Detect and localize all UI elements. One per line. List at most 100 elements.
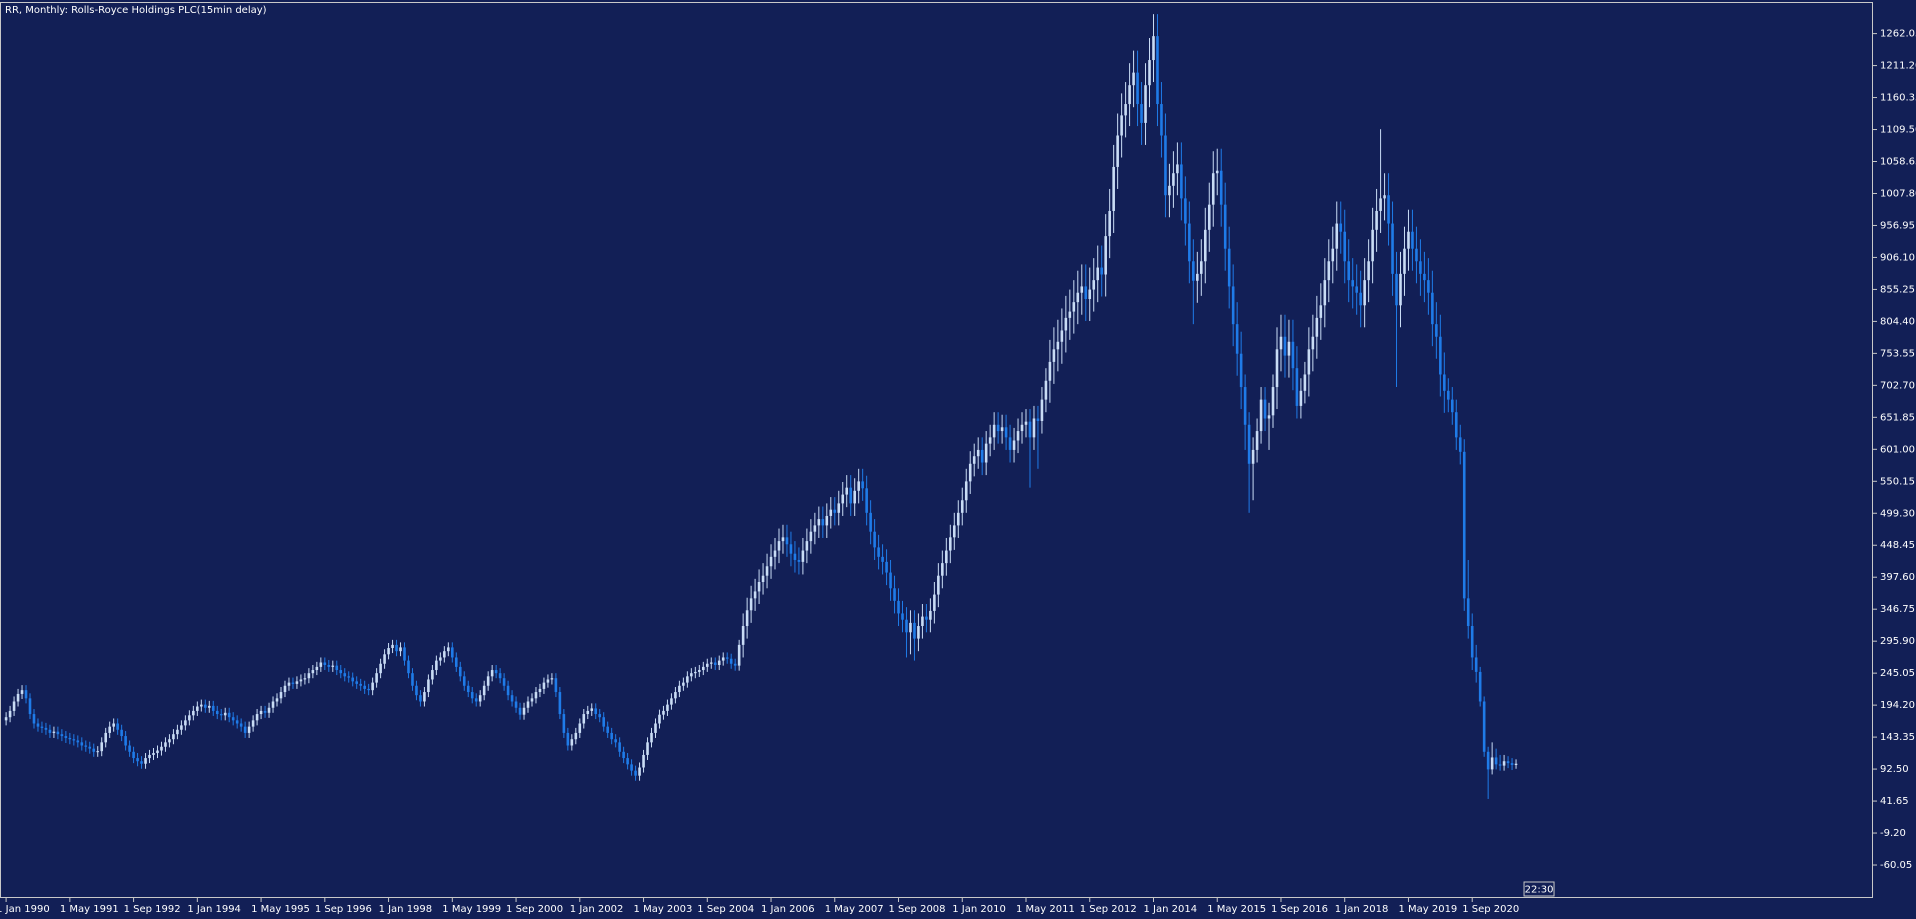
- x-tick-label: 1 Jan 1990: [0, 904, 50, 915]
- candle-body: [1080, 286, 1084, 293]
- candle-body: [650, 732, 653, 743]
- candle-body: [1478, 671, 1482, 702]
- candle-body: [1435, 324, 1438, 337]
- candle-body: [964, 481, 968, 501]
- x-tick-label: 1 May 2003: [634, 904, 693, 915]
- y-tick-label: 245.05: [1880, 668, 1915, 679]
- candle-body: [478, 695, 482, 702]
- candle-body: [765, 566, 769, 576]
- candle-body: [247, 726, 251, 733]
- x-tick-label: 1 Jan 2014: [1143, 904, 1197, 915]
- candle-body: [1156, 36, 1159, 105]
- x-tick-label: 1 Sep 2012: [1080, 904, 1137, 915]
- y-tick-label: 41.65: [1880, 796, 1909, 807]
- candle-body: [466, 685, 470, 693]
- candle-body: [451, 647, 454, 658]
- candle-body: [929, 610, 932, 620]
- x-tick-label: 1 Sep 1996: [315, 904, 372, 915]
- candle-body: [1403, 248, 1406, 274]
- candle-body: [1323, 280, 1327, 306]
- y-tick-label: 499.30: [1880, 508, 1915, 519]
- candle-body: [1379, 198, 1382, 211]
- candle-body: [20, 690, 24, 694]
- candle-body: [291, 682, 295, 684]
- candle-body: [1112, 166, 1115, 211]
- candle-body: [949, 537, 952, 551]
- plot-frame: [0, 2, 1873, 898]
- candle-body: [1391, 223, 1394, 274]
- candle-body: [1307, 349, 1311, 375]
- candle-body: [486, 676, 490, 686]
- candle-body: [805, 541, 809, 551]
- candle-body: [1239, 353, 1243, 388]
- candle-body: [1203, 229, 1207, 262]
- candle-body: [757, 581, 761, 592]
- candle-body: [112, 723, 115, 727]
- candle-body: [1231, 286, 1235, 325]
- candle-body: [1084, 286, 1088, 300]
- candle-body: [168, 739, 171, 743]
- candle-body: [1088, 289, 1092, 300]
- candle-body: [255, 714, 259, 721]
- candle-body: [56, 731, 60, 735]
- candle-body: [1251, 449, 1255, 464]
- candle-body: [889, 572, 892, 589]
- candle-body: [1351, 280, 1354, 287]
- candle-body: [845, 487, 849, 495]
- candle-body: [1395, 273, 1398, 306]
- candle-body: [355, 681, 358, 684]
- x-tick-label: 1 Sep 1992: [124, 904, 181, 915]
- candle-body: [1104, 236, 1107, 275]
- x-tick-label: 1 Sep 2020: [1462, 904, 1519, 915]
- x-tick-label: 1 Jan 2002: [570, 904, 624, 915]
- candle-body: [1040, 399, 1044, 422]
- candle-body: [905, 619, 908, 633]
- candle-body: [1076, 292, 1080, 303]
- candle-body: [1068, 311, 1072, 318]
- candle-body: [48, 729, 52, 733]
- candle-body: [554, 678, 558, 693]
- candle-body: [443, 651, 446, 658]
- candle-body: [725, 657, 729, 659]
- candle-body: [1116, 135, 1119, 167]
- candle-body: [1319, 305, 1323, 318]
- candle-body: [1506, 761, 1510, 764]
- candle-body: [980, 449, 984, 463]
- candle-body: [662, 710, 665, 715]
- candle-body: [84, 745, 88, 747]
- candle-body: [960, 500, 964, 513]
- candle-body: [383, 654, 386, 664]
- candle-body: [909, 622, 912, 633]
- candle-body: [1399, 273, 1402, 306]
- candle-body: [1486, 751, 1490, 770]
- candle-body: [211, 705, 215, 711]
- candle-body: [482, 685, 486, 696]
- candle-body: [1371, 229, 1374, 262]
- candle-body: [1052, 349, 1056, 362]
- candle-body: [857, 481, 860, 491]
- candle-body: [558, 692, 562, 715]
- candle-body: [733, 663, 737, 666]
- candle-body: [68, 737, 72, 740]
- candle-body: [713, 662, 717, 666]
- candle-body: [976, 449, 980, 457]
- candle-body: [518, 707, 522, 715]
- candle-body: [861, 481, 864, 489]
- candle-body: [1514, 763, 1518, 765]
- candle-body: [1136, 72, 1139, 105]
- candle-body: [1443, 374, 1446, 391]
- candle-body: [1331, 248, 1335, 262]
- candle-body: [1012, 440, 1016, 450]
- candle-body: [192, 710, 195, 716]
- y-tick-label: 448.45: [1880, 540, 1915, 551]
- candle-body: [721, 657, 725, 661]
- candle-body: [1510, 763, 1514, 765]
- candle-body: [403, 647, 406, 661]
- candle-body: [841, 494, 845, 504]
- candle-body: [64, 736, 68, 738]
- candle-body: [933, 594, 936, 611]
- x-tick-label: 1 May 2007: [825, 904, 884, 915]
- candle-body: [407, 660, 410, 674]
- candle-body: [1200, 261, 1203, 274]
